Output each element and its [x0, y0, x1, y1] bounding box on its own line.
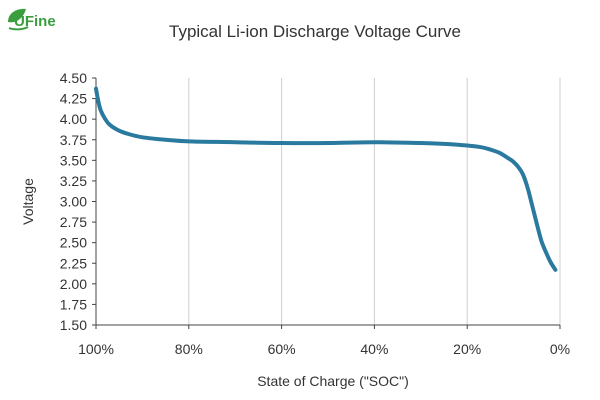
y-tick-label: 3.50: [60, 152, 87, 168]
x-tick-label: 60%: [268, 341, 296, 357]
y-tick-label: 3.75: [60, 132, 87, 148]
y-tick-label: 2.75: [60, 214, 87, 230]
y-tick-label: 4.25: [60, 91, 87, 107]
y-tick-label: 2.25: [60, 255, 87, 271]
leaf-icon: [8, 8, 26, 23]
chart-title: Typical Li-ion Discharge Voltage Curve: [169, 22, 461, 41]
x-axis-ticks: 100% 80% 60% 40% 20% 0%: [78, 325, 570, 357]
y-tick-label: 4.00: [60, 111, 87, 127]
ufine-logo: UFine: [4, 6, 66, 32]
x-tick-label: 80%: [175, 341, 203, 357]
logo-text: UFine: [14, 13, 56, 30]
x-tick-label: 0%: [550, 341, 570, 357]
x-tick-label: 40%: [360, 341, 388, 357]
y-tick-label: 2.50: [60, 235, 87, 251]
y-axis-ticks: 1.50 1.75 2.00 2.25 2.50 2.75 3.00 3.25 3.50 3.75…: [60, 70, 96, 333]
x-tick-label: 20%: [453, 341, 481, 357]
y-tick-label: 3.00: [60, 194, 87, 210]
y-tick-label: 2.00: [60, 276, 87, 292]
series-line-voltage: [94, 86, 558, 272]
x-axis-label: State of Charge ("SOC"): [257, 373, 409, 389]
y-tick-label: 1.50: [60, 317, 87, 333]
y-tick-label: 3.25: [60, 173, 87, 189]
y-tick-label: 1.75: [60, 296, 87, 312]
y-axis-label: Voltage: [20, 178, 36, 225]
grid-lines: [188, 78, 561, 325]
x-tick-label: 100%: [78, 341, 114, 357]
y-tick-label: 4.50: [60, 70, 87, 86]
